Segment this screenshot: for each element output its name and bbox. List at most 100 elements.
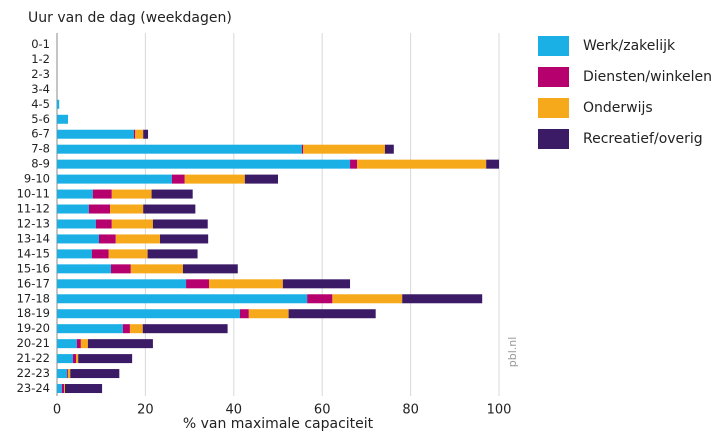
bar-segment [111,189,152,199]
bar-segment [95,219,112,229]
y-tick-label: 6-7 [31,127,50,141]
bar-segment [111,219,153,229]
legend-swatch [538,129,569,149]
y-tick-label: 22-23 [17,366,50,380]
y-tick-label: 5-6 [31,112,50,126]
bar-segment [171,174,185,184]
bar-segment [57,129,134,139]
bar-segment [91,249,109,259]
y-tick-label: 4-5 [31,97,50,111]
chart-title: Uur van de dag (weekdagen) [28,10,232,26]
bar-segment [142,324,228,334]
legend-swatch [538,67,569,87]
x-axis-label: % van maximale capaciteit [183,416,374,432]
x-tick-label: 100 [487,403,512,418]
y-tick-label: 9-10 [24,172,50,186]
bar-segment [248,309,289,319]
bar-segment [57,189,93,199]
bar-segment [57,159,351,169]
bar-segment [147,249,198,259]
y-tick-label: 1-2 [31,52,50,66]
y-tick-label: 16-17 [17,276,50,290]
y-tick-label: 13-14 [17,231,50,245]
bar-segment [57,144,302,154]
bar-segment [184,174,245,184]
bar-segment [88,204,111,214]
watermark: pbl.nl [506,337,519,368]
bar-segment [87,339,153,349]
legend-swatch [538,36,569,56]
bar-segment [57,384,62,394]
bar-segment [92,189,112,199]
bar-segment [108,249,148,259]
legend-label: Diensten/winkelen [583,69,712,85]
y-tick-label: 23-24 [17,381,50,395]
bar-segment [159,234,209,244]
bar-segment [57,264,111,274]
bar-segment [57,339,77,349]
bar-segment [57,204,89,214]
bar-segment [288,309,376,319]
y-tick-label: 11-12 [17,202,50,216]
legend-label: Werk/zakelijk [583,38,676,54]
bar-segment [115,234,160,244]
bar-segment [57,294,308,304]
y-tick-label: 20-21 [17,336,50,350]
bar-segment [57,114,69,124]
y-tick-label: 10-11 [17,187,50,201]
x-tick-label: 0 [53,403,61,418]
bar-segment [76,339,81,349]
bar-segment [239,309,249,319]
bar-segment [129,324,143,334]
bar-segment [182,264,238,274]
bar-segment [486,159,499,169]
y-tick-label: 15-16 [17,261,50,275]
bar-segment [57,324,123,334]
bar-segment [122,324,130,334]
bar-segment [78,354,133,364]
bar-segment [307,294,333,304]
bar-segment [57,354,73,364]
bar-segment [303,144,385,154]
legend-label: Recreatief/overig [583,131,703,147]
bar-segment [67,369,69,379]
bar-segment [282,279,351,289]
y-tick-label: 19-20 [17,321,50,335]
bar-segment [76,354,79,364]
bar-segment [57,309,240,319]
bar-segment [57,234,99,244]
bar-segment [70,369,120,379]
bar-segment [152,219,208,229]
y-tick-label: 3-4 [31,82,50,96]
bar-segment [57,219,96,229]
bar-segment [57,279,187,289]
y-tick-label: 14-15 [17,246,50,260]
bar-segment [151,189,193,199]
bar-segment [350,159,358,169]
x-tick-label: 40 [226,403,243,418]
bar-segment [68,369,71,379]
bar-segment [133,129,136,139]
y-tick-label: 2-3 [31,67,50,81]
bar-segment [57,174,172,184]
y-tick-label: 18-19 [17,306,50,320]
bar-segment [57,249,92,259]
bar-segment [186,279,210,289]
bar-segment [57,99,60,109]
bar-segment [130,264,183,274]
bar-segment [110,264,131,274]
bar-segment [357,159,487,169]
x-tick-label: 20 [137,403,154,418]
bar-segment [61,384,65,394]
y-tick-label: 8-9 [31,157,50,171]
bar-segment [57,369,68,379]
bar-segment [143,204,196,214]
bar-segment [384,144,394,154]
y-tick-label: 0-1 [31,37,50,51]
legend-swatch [538,98,569,118]
bar-segment [301,144,304,154]
y-tick-label: 7-8 [31,142,50,156]
bar-segment [135,129,144,139]
bar-segment [402,294,483,304]
